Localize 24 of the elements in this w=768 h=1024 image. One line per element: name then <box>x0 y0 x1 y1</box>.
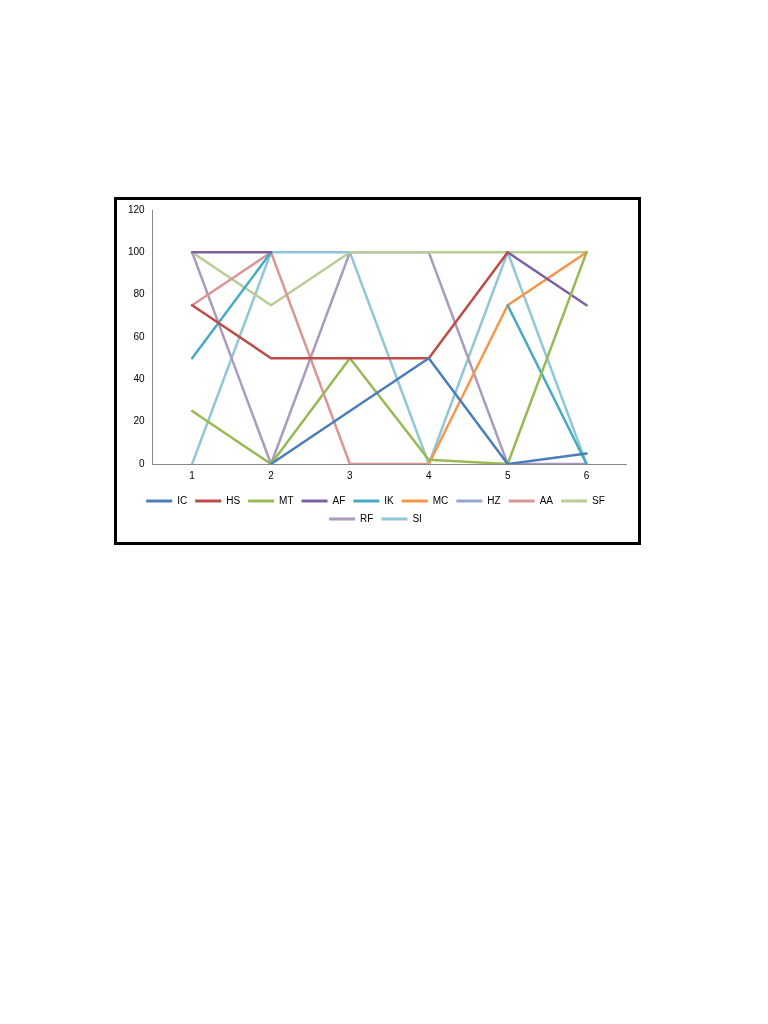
legend-label: HZ <box>487 494 501 506</box>
y-tick-label: 120 <box>128 203 146 215</box>
legend-label: AA <box>539 494 554 506</box>
legend-label: HS <box>226 494 241 506</box>
legend-label: SF <box>592 494 605 506</box>
y-tick-label: 100 <box>128 246 146 258</box>
legend-label: RF <box>360 512 374 524</box>
legend-label: IK <box>384 494 395 506</box>
x-tick-label: 5 <box>504 469 511 481</box>
x-tick-label: 1 <box>189 469 196 481</box>
legend-label: MT <box>279 494 294 506</box>
y-tick-label: 0 <box>139 457 146 469</box>
legend-label: SI <box>412 512 422 524</box>
y-tick-label: 60 <box>133 330 146 342</box>
x-tick-label: 6 <box>583 469 590 481</box>
x-tick-label: 4 <box>426 469 432 481</box>
legend-label: MC <box>432 494 449 506</box>
y-tick-label: 20 <box>133 415 146 427</box>
legend-label: IC <box>177 494 188 506</box>
x-tick-label: 2 <box>268 469 275 481</box>
y-tick-label: 80 <box>133 288 146 300</box>
x-tick-label: 3 <box>347 469 354 481</box>
y-tick-label: 40 <box>133 373 146 385</box>
legend-label: AF <box>332 494 346 506</box>
